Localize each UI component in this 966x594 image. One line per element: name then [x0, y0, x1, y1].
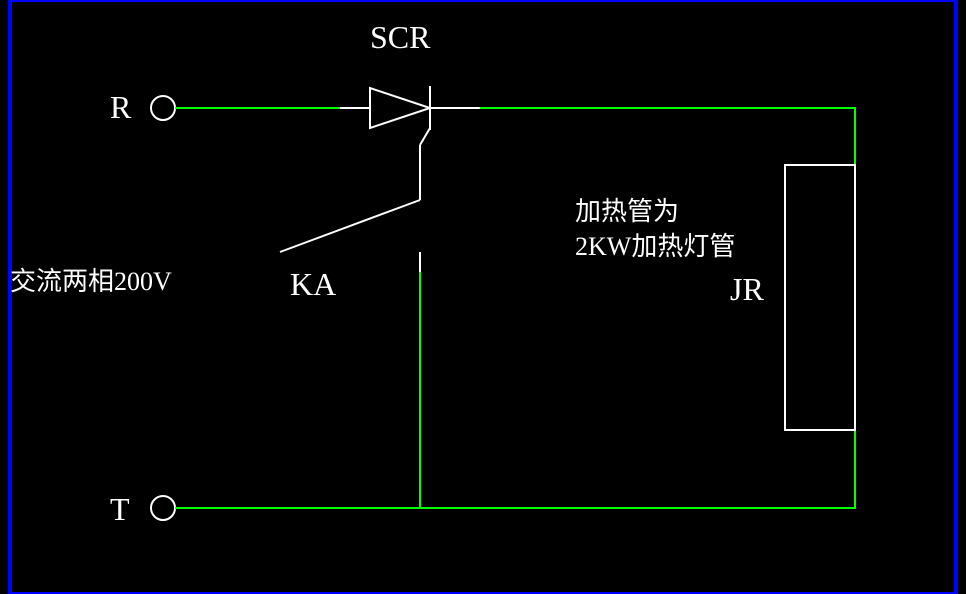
- label-scr: SCR: [370, 19, 431, 55]
- label-heat-line2: 2KW加热灯管: [575, 232, 735, 261]
- wire-jr-to-t: [175, 430, 855, 508]
- ka-switch: [280, 160, 420, 272]
- wire-scr-to-jr: [480, 108, 855, 165]
- label-jr: JR: [730, 271, 764, 307]
- label-heat-line1: 加热管为: [575, 197, 679, 226]
- jr-heater: [785, 165, 855, 430]
- label-r: R: [110, 89, 132, 125]
- terminal-t: [151, 496, 175, 520]
- scr-symbol: [340, 86, 480, 160]
- circuit-diagram: SCR R T KA JR 交流两相200V 加热管为 2KW加热灯管: [0, 0, 966, 594]
- label-ka: KA: [290, 266, 336, 302]
- terminal-r: [151, 96, 175, 120]
- label-t: T: [110, 491, 130, 527]
- label-source: 交流两相200V: [10, 267, 172, 296]
